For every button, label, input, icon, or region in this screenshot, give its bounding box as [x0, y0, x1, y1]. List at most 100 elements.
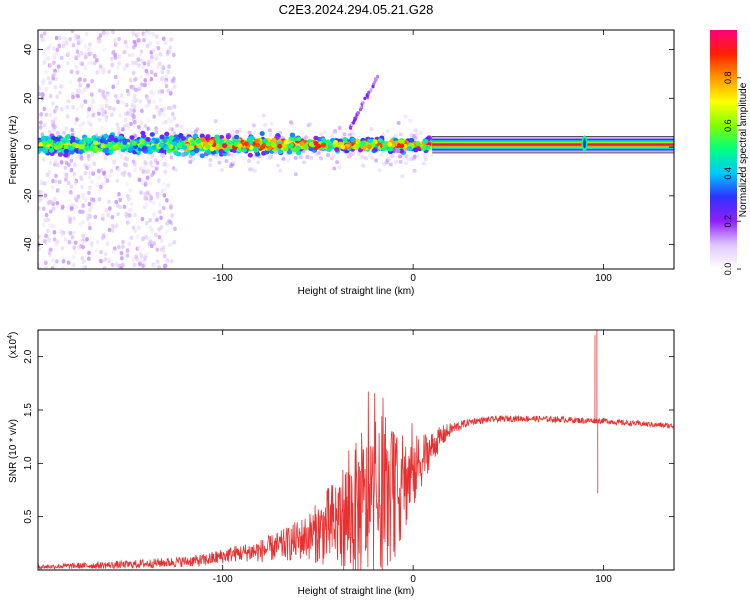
- band-mark: [399, 143, 405, 149]
- noise-mark: [50, 119, 54, 124]
- noise-mark: [71, 262, 76, 268]
- band-mark: [218, 148, 224, 154]
- noise-mark: [154, 232, 158, 238]
- noise-mark: [117, 150, 122, 155]
- noise-mark: [168, 242, 172, 248]
- noise-mark: [151, 32, 155, 37]
- noise-mark: [188, 159, 193, 164]
- noise-mark: [59, 232, 64, 238]
- noise-mark: [111, 30, 115, 35]
- noise-mark: [293, 155, 298, 160]
- noise-mark: [86, 213, 90, 218]
- band-mark: [271, 137, 277, 143]
- noise-mark: [166, 105, 171, 111]
- noise-mark: [92, 161, 97, 167]
- noise-mark: [152, 99, 156, 104]
- noise-mark: [159, 238, 164, 244]
- noise-mark: [158, 108, 162, 114]
- noise-mark: [118, 113, 122, 118]
- band-mark: [122, 140, 128, 145]
- band-mark: [303, 143, 309, 149]
- noise-mark: [122, 204, 127, 209]
- noise-mark: [90, 241, 94, 246]
- chart-title: C2E3.2024.294.05.21.G28: [279, 2, 434, 17]
- noise-mark: [315, 151, 320, 156]
- noise-mark: [144, 169, 149, 175]
- band-mark: [236, 147, 242, 153]
- snr-y-ticks: 0.5 1.0 1.5 2.0: [23, 349, 674, 524]
- noise-mark: [52, 237, 57, 242]
- noise-mark: [73, 180, 78, 186]
- band-mark: [320, 142, 327, 148]
- noise-mark: [214, 155, 219, 160]
- noise-mark: [43, 122, 47, 128]
- band-mark: [48, 147, 55, 153]
- noise-mark: [153, 72, 158, 78]
- noise-mark: [393, 133, 398, 138]
- noise-mark: [42, 52, 47, 57]
- noise-mark: [146, 117, 151, 122]
- band-mark: [171, 141, 177, 147]
- noise-mark: [139, 74, 144, 80]
- noise-mark: [145, 251, 149, 256]
- noise-mark: [157, 89, 162, 94]
- band-mark: [79, 144, 85, 149]
- noise-mark: [98, 33, 103, 38]
- noise-mark: [419, 130, 424, 135]
- noise-mark: [104, 103, 109, 109]
- noise-mark: [85, 237, 89, 242]
- noise-mark: [57, 179, 62, 185]
- noise-mark: [48, 247, 53, 252]
- noise-mark: [161, 64, 166, 70]
- noise-mark: [100, 125, 104, 130]
- noise-mark: [132, 108, 136, 113]
- noise-mark: [423, 157, 428, 162]
- noise-mark: [132, 39, 137, 45]
- noise-mark: [91, 112, 96, 118]
- noise-mark: [121, 244, 125, 249]
- noise-mark: [170, 78, 175, 83]
- noise-mark: [131, 31, 136, 36]
- noise-mark: [53, 116, 58, 122]
- noise-mark: [332, 166, 337, 171]
- band-mark: [420, 146, 427, 151]
- noise-mark: [137, 177, 142, 182]
- band-mark: [265, 141, 271, 147]
- noise-mark: [84, 31, 89, 37]
- noise-mark: [42, 106, 47, 112]
- noise-mark: [40, 92, 45, 97]
- noise-mark: [119, 266, 124, 269]
- noise-mark: [249, 167, 254, 172]
- noise-mark: [54, 106, 59, 111]
- band-mark: [47, 138, 53, 144]
- noise-mark: [131, 98, 136, 104]
- band-mark: [308, 146, 314, 152]
- noise-mark: [163, 112, 167, 118]
- noise-mark: [158, 97, 163, 103]
- noise-mark: [107, 199, 111, 205]
- noise-mark: [79, 175, 83, 180]
- spectrogram-marks: [38, 30, 674, 269]
- noise-mark: [66, 60, 70, 66]
- y-tick-label: 20: [23, 92, 34, 104]
- noise-mark: [83, 55, 88, 60]
- band-mark: [360, 140, 366, 146]
- noise-mark: [95, 240, 100, 245]
- spike-mark: [582, 138, 587, 149]
- band-mark: [178, 133, 184, 138]
- noise-mark: [368, 153, 373, 158]
- noise-mark: [141, 236, 145, 242]
- band-mark: [58, 142, 64, 147]
- colorbar-ticks: 0.0 0.2 0.4 0.6 0.8: [723, 72, 741, 275]
- noise-mark: [97, 197, 102, 202]
- noise-mark: [59, 106, 64, 112]
- y-tick-label: 1.5: [23, 403, 34, 417]
- band-mark: [413, 147, 419, 153]
- noise-mark: [167, 64, 171, 69]
- noise-mark: [322, 130, 327, 135]
- noise-mark: [128, 78, 133, 83]
- noise-mark: [387, 157, 392, 162]
- noise-mark: [149, 243, 154, 249]
- noise-mark: [134, 254, 138, 259]
- snr-panel: 0.5 1.0 1.5 2.0 -100 0 100 Height of straight…: [7, 329, 675, 597]
